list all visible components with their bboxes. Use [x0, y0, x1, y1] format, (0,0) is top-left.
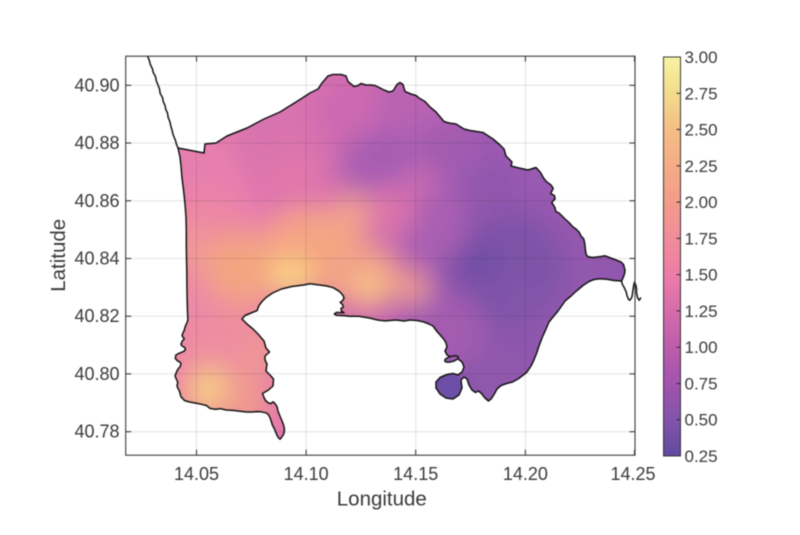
- svg-text:1.50: 1.50: [685, 266, 718, 285]
- svg-text:2.25: 2.25: [685, 157, 718, 176]
- svg-text:2.50: 2.50: [685, 121, 718, 140]
- svg-text:40.80: 40.80: [74, 364, 119, 384]
- svg-text:1.75: 1.75: [685, 229, 718, 248]
- svg-text:14.25: 14.25: [610, 464, 655, 484]
- svg-text:1.00: 1.00: [685, 338, 718, 357]
- svg-text:0.75: 0.75: [685, 375, 718, 394]
- svg-text:14.10: 14.10: [284, 464, 329, 484]
- svg-text:14.20: 14.20: [503, 464, 548, 484]
- svg-text:40.86: 40.86: [74, 191, 119, 211]
- svg-text:0.50: 0.50: [685, 411, 718, 430]
- svg-text:40.84: 40.84: [74, 249, 119, 269]
- svg-text:2.00: 2.00: [685, 193, 718, 212]
- svg-text:0.25: 0.25: [685, 447, 718, 466]
- svg-text:40.78: 40.78: [74, 422, 119, 442]
- svg-text:14.05: 14.05: [174, 464, 219, 484]
- svg-text:1.25: 1.25: [685, 302, 718, 321]
- svg-text:40.90: 40.90: [74, 75, 119, 95]
- svg-text:14.15: 14.15: [393, 464, 438, 484]
- svg-text:Latitude: Latitude: [47, 219, 70, 292]
- svg-text:Longitude: Longitude: [337, 488, 427, 511]
- svg-text:40.88: 40.88: [74, 133, 119, 153]
- svg-text:40.82: 40.82: [74, 306, 119, 326]
- svg-text:3.00: 3.00: [685, 48, 718, 67]
- svg-text:2.75: 2.75: [685, 84, 718, 103]
